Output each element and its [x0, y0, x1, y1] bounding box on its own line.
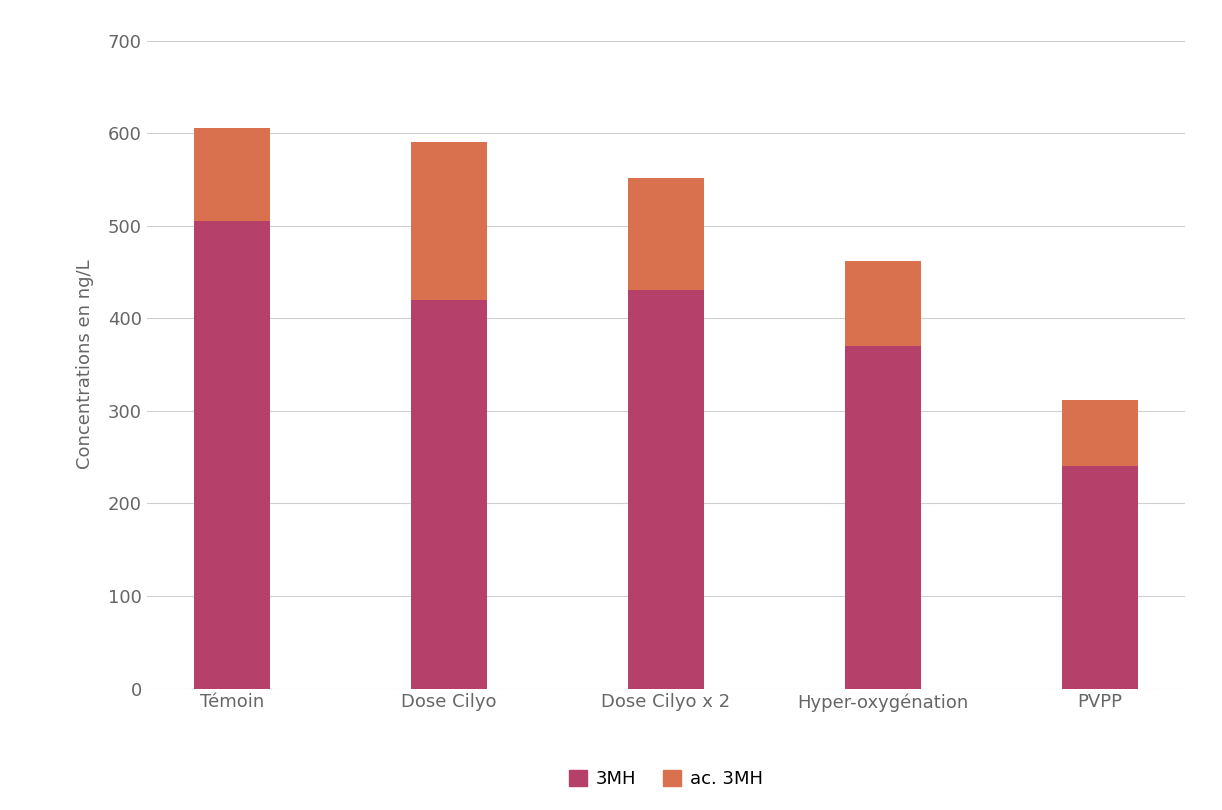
Y-axis label: Concentrations en ng/L: Concentrations en ng/L: [76, 260, 94, 469]
Bar: [628, 291, 704, 688]
Legend: 3MH, ac. 3MH: 3MH, ac. 3MH: [561, 762, 771, 795]
Bar: [194, 221, 270, 688]
Bar: [1062, 399, 1138, 467]
Bar: [1062, 467, 1138, 688]
Bar: [194, 129, 270, 221]
Bar: [411, 143, 486, 300]
Bar: [846, 261, 921, 346]
Bar: [846, 346, 921, 688]
Bar: [628, 177, 704, 291]
Bar: [411, 300, 486, 688]
